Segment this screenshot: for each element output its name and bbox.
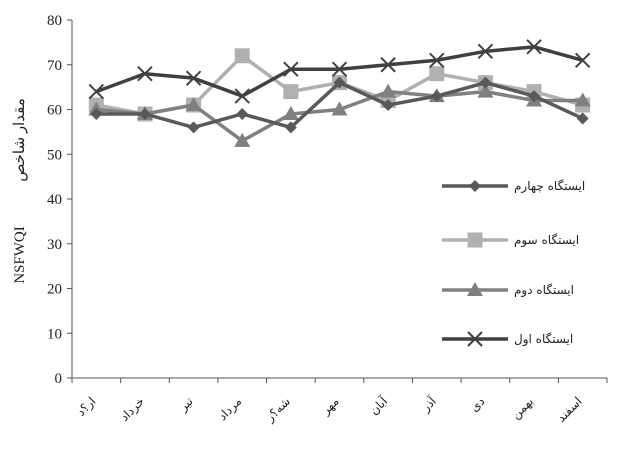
y-tick-label: 0 <box>55 371 63 387</box>
y-axis-title-latin: NSFWQI <box>12 226 28 284</box>
y-tick-label: 50 <box>47 147 62 163</box>
data-point-marker <box>469 180 481 192</box>
x-tick-label: دی <box>467 394 487 414</box>
y-ticks: 0 10 20 30 40 50 60 70 80 <box>47 13 72 387</box>
data-point-marker <box>526 39 542 55</box>
y-tick-label: 80 <box>47 13 62 29</box>
data-point-marker <box>234 48 250 64</box>
legend-label: ایستگاه چهارم <box>514 179 585 194</box>
data-point-marker <box>477 83 494 98</box>
y-tick-label: 20 <box>47 282 62 298</box>
data-point-marker <box>430 90 443 103</box>
data-point-marker <box>88 83 105 100</box>
data-point-marker <box>467 331 483 347</box>
y-axis-title: NSFWQI مقدار شاخص <box>12 98 28 283</box>
data-point-marker <box>467 232 483 248</box>
x-ticks: ار؟د خرداد تیر مرداد شه؟ر مهر آبان آذر دی بهمن اسف… <box>71 378 608 426</box>
x-tick-label: اسفند <box>554 394 585 425</box>
x-tick-label: آذر <box>417 393 440 416</box>
legend-label: ایستگاه سوم <box>514 233 579 248</box>
data-point-marker <box>333 76 346 89</box>
legend-item: ایستگاه چهارم <box>442 179 585 194</box>
series-3 <box>88 83 591 147</box>
data-point-marker <box>477 43 494 60</box>
data-point-marker <box>282 105 299 120</box>
data-point-marker <box>382 99 395 112</box>
y-tick-label: 40 <box>47 192 62 208</box>
x-tick-label: بهمن <box>509 394 537 422</box>
data-point-marker <box>283 61 299 77</box>
data-point-marker <box>429 66 445 82</box>
x-tick-label: شه؟ر <box>262 394 294 426</box>
data-point-marker <box>138 107 151 120</box>
data-point-marker <box>236 107 249 120</box>
data-point-marker <box>185 70 202 86</box>
data-point-marker <box>528 90 541 103</box>
data-point-marker <box>429 52 445 68</box>
data-point-marker <box>331 101 348 116</box>
data-point-marker <box>479 76 492 89</box>
legend-label: ایستگاه دوم <box>514 283 574 298</box>
x-tick-label: آبان <box>366 393 391 418</box>
x-tick-label: خرداد <box>117 394 147 424</box>
y-axis-title-persian: مقدار شاخص <box>12 98 28 181</box>
series-layer <box>88 39 591 147</box>
x-tick-label: مرداد <box>215 394 245 424</box>
y-tick-label: 70 <box>47 58 62 74</box>
data-point-marker <box>331 61 348 77</box>
data-point-marker <box>137 65 153 82</box>
legend-item: ایستگاه دوم <box>442 282 574 298</box>
series-1 <box>90 76 589 134</box>
data-point-marker <box>185 97 202 112</box>
data-point-marker <box>187 121 200 134</box>
series-4 <box>88 39 591 104</box>
y-tick-label: 60 <box>47 103 62 119</box>
x-tick-label: مهر <box>318 394 342 418</box>
y-tick-label: 10 <box>47 326 62 342</box>
legend-label: ایستگاه اول <box>514 332 573 347</box>
x-tick-label: ار؟د <box>74 394 99 419</box>
data-point-marker <box>574 92 591 107</box>
data-point-marker <box>380 57 396 73</box>
data-point-marker <box>574 52 591 68</box>
legend: ایستگاه چهارم ایستگاه سوم ایستگاه دوم ایستگ… <box>442 179 585 347</box>
series-line <box>96 89 583 143</box>
x-tick-label: تیر <box>175 394 196 415</box>
legend-item: ایستگاه اول <box>442 331 573 347</box>
data-point-marker <box>234 88 250 104</box>
data-point-marker <box>380 83 397 98</box>
data-point-marker <box>90 107 103 120</box>
legend-item: ایستگاه سوم <box>442 232 579 248</box>
data-point-marker <box>234 132 251 147</box>
data-point-marker <box>284 121 297 134</box>
data-point-marker <box>467 282 483 296</box>
data-point-marker <box>283 84 299 100</box>
data-point-marker <box>576 112 589 125</box>
y-tick-label: 30 <box>47 237 62 253</box>
